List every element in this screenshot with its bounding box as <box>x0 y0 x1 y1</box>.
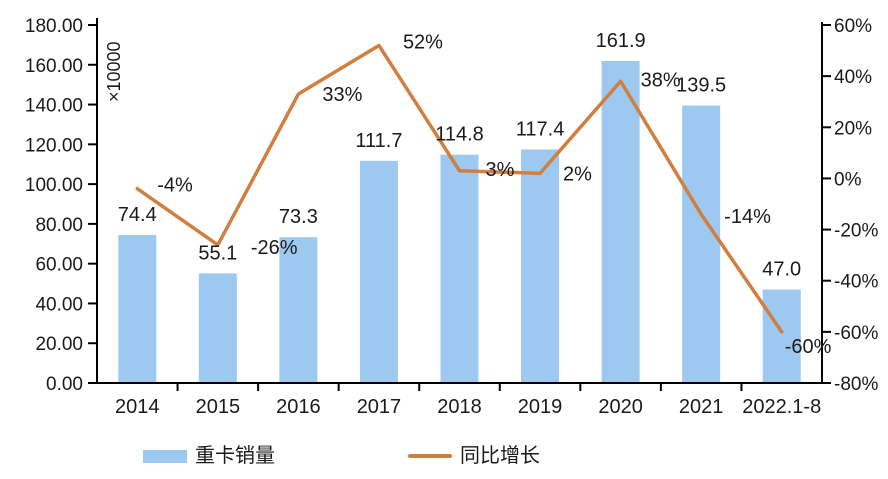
right-axis-tick-label: 20% <box>834 118 872 139</box>
line-value-label: 3% <box>486 159 515 181</box>
x-axis-category-label: 2020 <box>598 396 643 418</box>
line-value-label: -4% <box>157 175 193 197</box>
line-value-label: 52% <box>403 31 443 53</box>
line-value-label: -14% <box>724 206 771 228</box>
right-axis-tick-label: -40% <box>834 272 878 293</box>
x-axis-category-label: 2021 <box>679 396 724 418</box>
x-axis-category-label: 2017 <box>357 396 402 418</box>
left-axis-tick-label: 140.00 <box>25 96 83 117</box>
bar-value-label: 161.9 <box>596 30 646 52</box>
line-value-label: -60% <box>785 336 832 358</box>
x-axis-category-label: 2018 <box>437 396 482 418</box>
line-value-label: 38% <box>641 69 681 91</box>
bar-2016 <box>279 237 318 383</box>
bar-2021 <box>682 105 721 384</box>
bar-value-label: 74.4 <box>118 204 157 226</box>
bar-2022.1-8 <box>762 289 801 383</box>
left-axis-tick-label: 120.00 <box>25 135 83 156</box>
legend-item-line-series: 同比增长 <box>408 446 540 466</box>
line-value-label: 2% <box>563 163 592 185</box>
left-axis-tick-label: 160.00 <box>25 56 83 77</box>
bar-2020 <box>601 60 640 383</box>
x-axis-category-label: 2019 <box>518 396 563 418</box>
left-axis-tick-label: 40.00 <box>35 294 83 315</box>
bar-series-swatch <box>143 449 187 463</box>
right-axis-tick-label: -60% <box>834 323 878 344</box>
bar-value-label: 117.4 <box>516 119 565 141</box>
right-axis-tick-label: 40% <box>834 67 872 88</box>
right-axis-tick-label: 60% <box>834 16 872 37</box>
bar-2019 <box>521 149 560 383</box>
line-value-label: 33% <box>322 84 362 106</box>
left-axis-tick-label: 100.00 <box>25 175 83 196</box>
x-axis-category-label: 2022.1-8 <box>742 396 821 418</box>
right-axis-tick-label: -80% <box>834 374 878 395</box>
bar-value-label: 55.1 <box>198 242 237 264</box>
left-axis-tick-label: 80.00 <box>35 215 83 236</box>
bar-value-label: 111.7 <box>355 130 402 152</box>
bar-2014 <box>118 235 157 383</box>
right-axis-tick-label: 0% <box>834 169 862 190</box>
left-axis-unit-label: ×10000 <box>104 41 124 102</box>
x-axis-category-label: 2015 <box>196 396 241 418</box>
bar-2015 <box>198 273 237 383</box>
left-axis-tick-label: 0.00 <box>46 374 83 395</box>
legend-item-bar-series: 重卡销量 <box>143 446 275 466</box>
x-axis-category-label: 2014 <box>115 396 160 418</box>
line-series-label: 同比增长 <box>460 445 540 467</box>
bar-value-label: 47.0 <box>762 259 801 281</box>
line-value-label: -26% <box>251 237 298 259</box>
bar-value-label: 114.8 <box>435 124 484 146</box>
growth-line <box>135 43 784 334</box>
left-axis-tick-label: 20.00 <box>35 334 83 355</box>
left-axis-tick-label: 180.00 <box>25 16 83 37</box>
right-axis-tick-label: -20% <box>834 221 878 242</box>
legend: 重卡销量 同比增长 <box>0 440 888 472</box>
bar-series-label: 重卡销量 <box>195 445 275 467</box>
bar-value-label: 73.3 <box>279 206 318 228</box>
bar-2018 <box>440 154 479 383</box>
left-axis-tick-label: 60.00 <box>35 255 83 276</box>
bar-value-label: 139.5 <box>676 75 726 97</box>
x-axis-category-label: 2016 <box>276 396 321 418</box>
bar-2017 <box>359 160 398 383</box>
line-series-swatch <box>408 454 452 458</box>
